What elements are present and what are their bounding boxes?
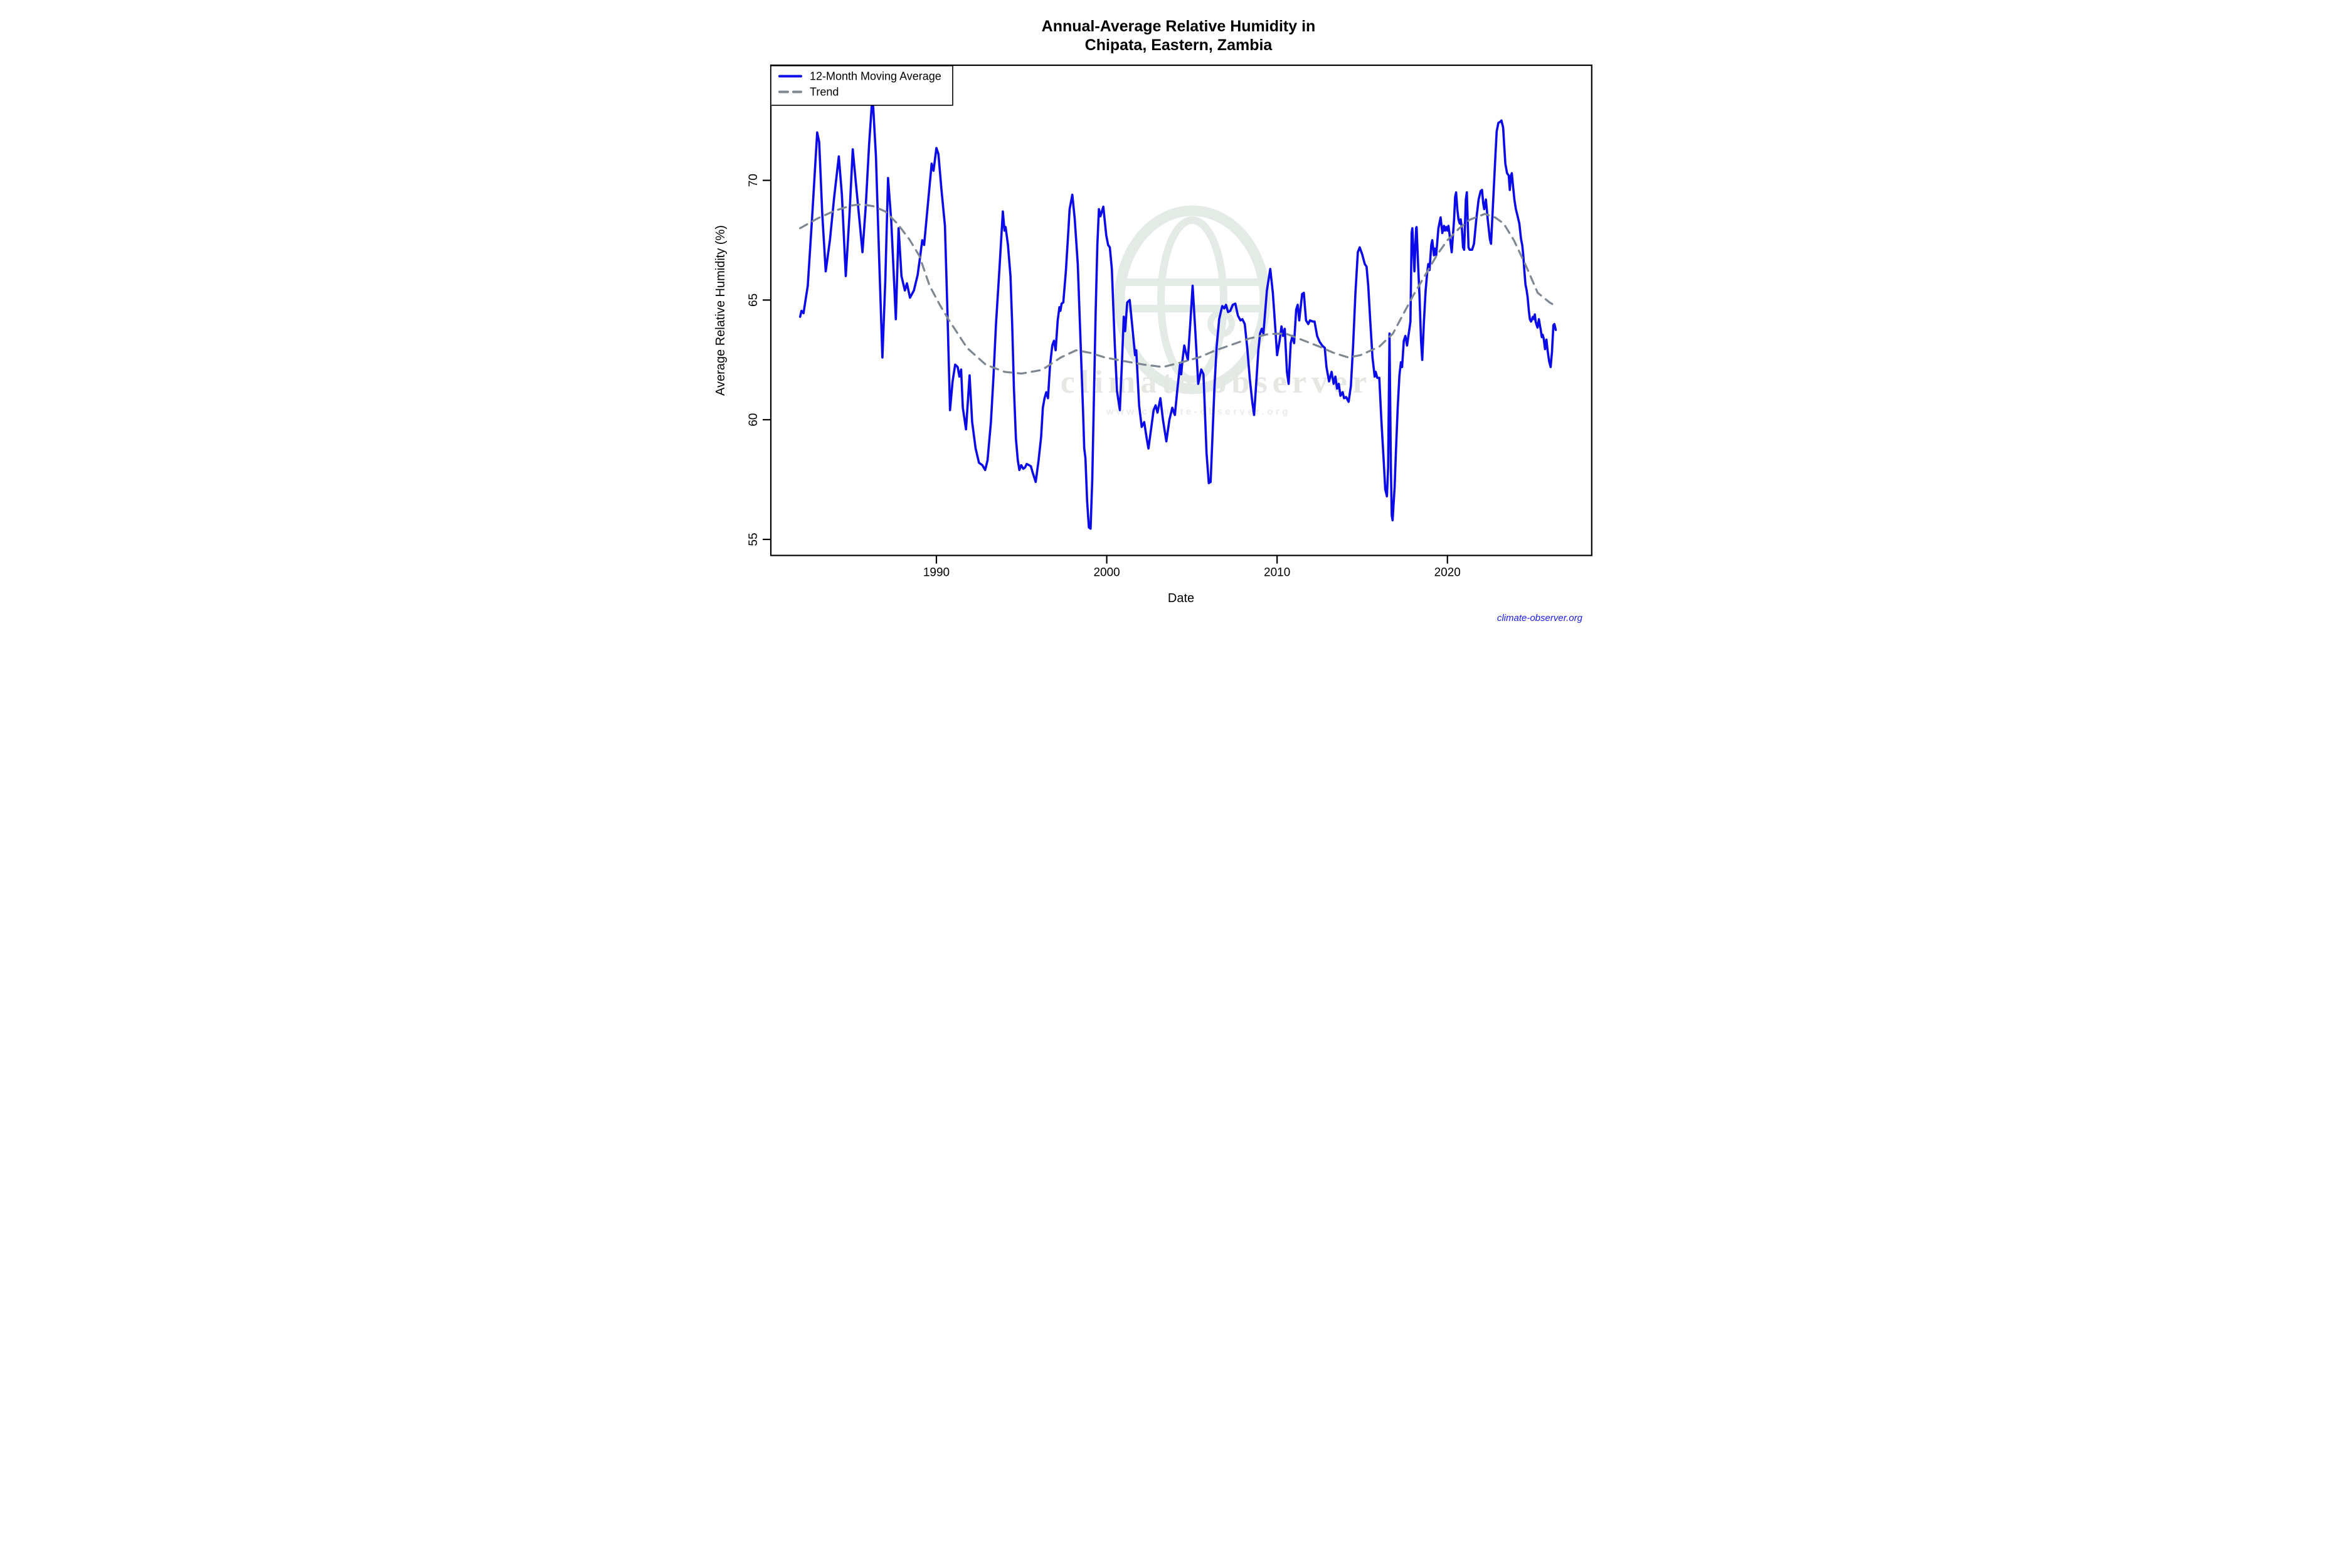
x-tick-label: 1990	[923, 566, 950, 580]
legend-label-trend: Trend	[810, 86, 839, 98]
x-axis-title: Date	[1168, 591, 1194, 605]
watermark-url-text: www.climate-observer.org	[1106, 406, 1291, 417]
humidity-chart-figure: climate observer www.climate-observer.or…	[714, 18, 1592, 623]
legend: 12-Month Moving Average Trend	[770, 65, 953, 106]
watermark: climate observer www.climate-observer.or…	[1061, 205, 1367, 417]
legend-label-moving-average: 12-Month Moving Average	[810, 70, 941, 83]
y-tick-label: 70	[747, 174, 760, 187]
y-axis-title: Average Relative Humidity (%)	[714, 225, 728, 396]
legend-box	[770, 65, 953, 106]
plot-border	[770, 64, 1592, 556]
x-tick-label: 2010	[1264, 566, 1290, 580]
y-tick-label: 60	[747, 413, 760, 426]
data-series-layer	[798, 93, 1557, 530]
chart-title-line-2: Chipata, Eastern, Zambia	[1085, 36, 1273, 54]
chart-title-line-1: Annual-Average Relative Humidity in	[1042, 18, 1316, 35]
x-tick-label: 2020	[1434, 566, 1461, 580]
chart-page: climate observer www.climate-observer.or…	[706, 0, 1646, 627]
footer-site-link[interactable]: climate-observer.org	[1497, 613, 1583, 623]
series-line-moving-average	[798, 93, 1557, 530]
y-tick-label: 65	[747, 294, 760, 307]
x-tick-label: 2000	[1093, 566, 1120, 580]
plot-frame: 1990 2000 2010 2020 55 60 65 70	[747, 64, 1592, 580]
series-line-trend	[799, 203, 1557, 375]
y-tick-label: 55	[747, 532, 760, 546]
